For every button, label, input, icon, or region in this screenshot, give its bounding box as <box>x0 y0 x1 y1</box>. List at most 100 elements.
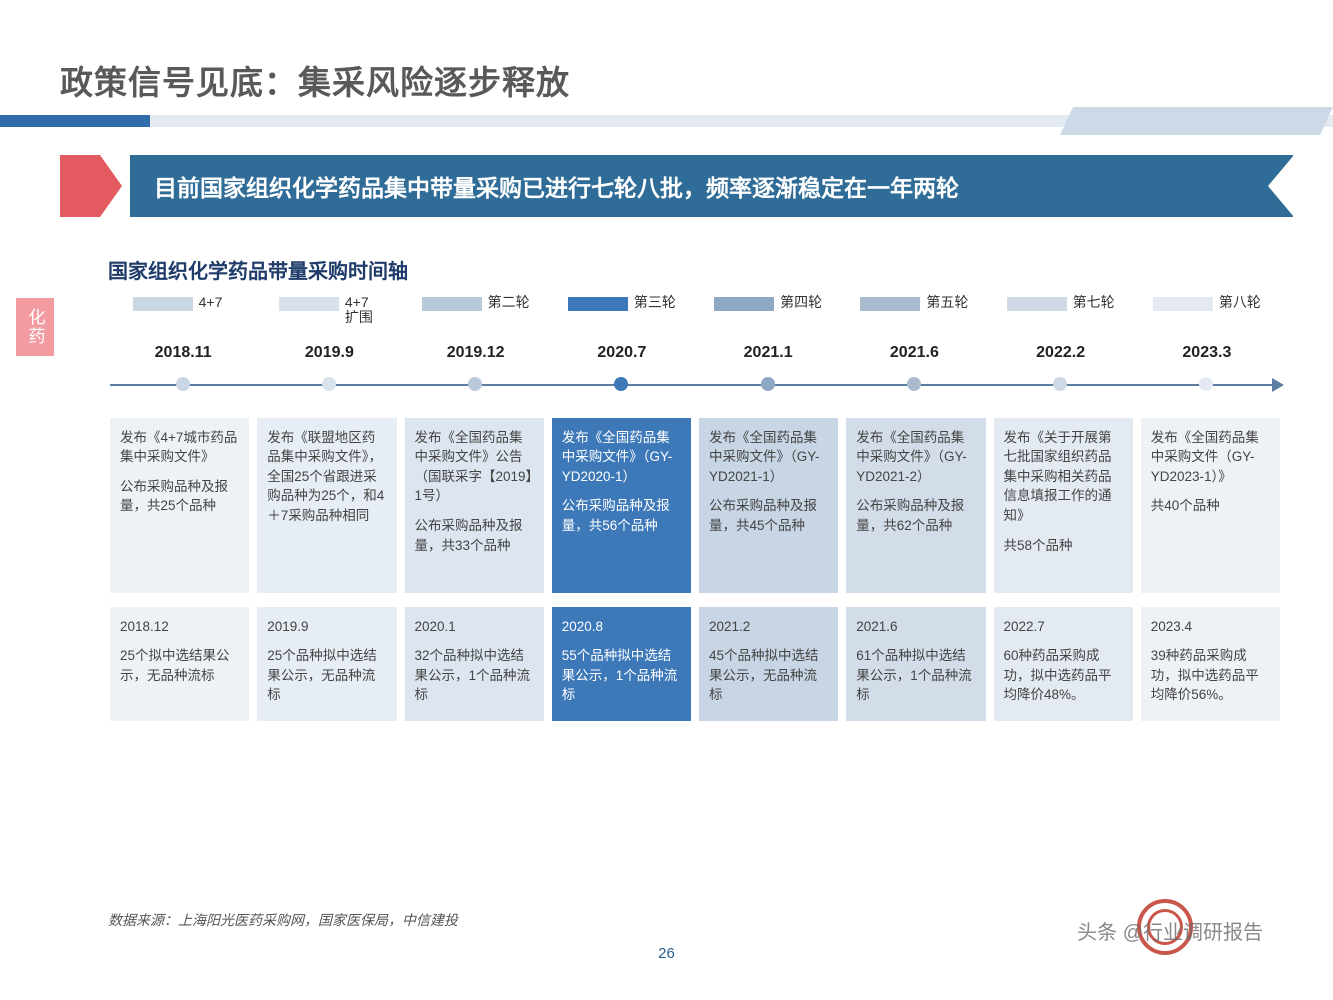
legend-item: 第三轮 <box>549 295 695 326</box>
card-text: 公布采购品种及报量，共25个品种 <box>120 477 239 516</box>
timeline-subcard: 2020.8 55个品种拟中选结果公示，1个品种流标 <box>552 607 691 721</box>
axis-dot <box>468 377 482 391</box>
axis-line <box>110 384 1280 386</box>
legend-item: 第八轮 <box>1134 295 1280 326</box>
legend-label: 4+7 扩围 <box>345 295 380 326</box>
card-text: 发布《全国药品集中采购文件》公告（国联采字【2019】1号） <box>415 428 534 506</box>
ribbon: 目前国家组织化学药品集中带量采购已进行七轮八批，频率逐渐稳定在一年两轮 <box>60 155 1293 217</box>
timeline: 4+74+7 扩围第二轮第三轮第四轮第五轮第七轮第八轮 2018.112019.… <box>110 295 1280 721</box>
page-title: 政策信号见底：集采风险逐步释放 <box>60 56 570 104</box>
legend-item: 4+7 扩围 <box>256 295 402 326</box>
legend-label: 第四轮 <box>780 295 822 310</box>
subcard-date: 2019.9 <box>267 617 386 637</box>
watermark: 头条 @行业调研报告 <box>1077 916 1263 945</box>
legend-swatch <box>133 297 193 311</box>
legend-label: 第七轮 <box>1073 295 1115 310</box>
card-text: 发布《联盟地区药品集中采购文件》，全国25个省跟进采购品种为25个，和4＋7采购… <box>267 428 386 526</box>
section-heading: 国家组织化学药品带量采购时间轴 <box>108 255 408 284</box>
legend-swatch <box>1153 297 1213 311</box>
title-underline <box>0 115 1333 127</box>
axis-dot <box>176 377 190 391</box>
card-text: 发布《4+7城市药品集中采购文件》 <box>120 428 239 467</box>
subcard-text: 61个品种拟中选结果公示，1个品种流标 <box>856 646 975 705</box>
timeline-date: 2019.9 <box>256 344 402 362</box>
timeline-card: 发布《4+7城市药品集中采购文件》公布采购品种及报量，共25个品种 <box>110 418 249 593</box>
ribbon-text: 目前国家组织化学药品集中带量采购已进行七轮八批，频率逐渐稳定在一年两轮 <box>130 155 1293 217</box>
timeline-subcard: 2021.245个品种拟中选结果公示，无品种流标 <box>699 607 838 721</box>
legend-item: 第四轮 <box>695 295 841 326</box>
legend-swatch <box>568 297 628 311</box>
timeline-date: 2021.6 <box>841 344 987 362</box>
timeline-card: 发布《联盟地区药品集中采购文件》，全国25个省跟进采购品种为25个，和4＋7采购… <box>257 418 396 593</box>
axis-dot <box>322 377 336 391</box>
card-text: 公布采购品种及报量，共33个品种 <box>415 516 534 555</box>
legend-swatch <box>422 297 482 311</box>
timeline-card: 发布《全国药品集中采购文件》公告（国联采字【2019】1号） 公布采购品种及报量，… <box>405 418 544 593</box>
legend-item: 4+7 <box>110 295 256 326</box>
subcard-date: 2018.12 <box>120 617 239 637</box>
timeline-subcard: 2020.1 32个品种拟中选结果公示，1个品种流标 <box>405 607 544 721</box>
subcard-text: 60种药品采购成功，拟中选药品平均降价48%。 <box>1004 646 1123 705</box>
card-text: 发布《全国药品集中采购文件（GY-YD2023-1）》 <box>1151 428 1270 487</box>
subcard-text: 55个品种拟中选结果公示，1个品种流标 <box>562 646 681 705</box>
card-text: 公布采购品种及报量，共56个品种 <box>562 496 681 535</box>
subcard-date: 2022.7 <box>1004 617 1123 637</box>
axis-arrow-icon <box>1272 378 1284 392</box>
card-text: 发布《全国药品集中采购文件》（GY-YD2021-2） <box>856 428 975 487</box>
dates-row: 2018.112019.92019.122020.72021.12021.620… <box>110 344 1280 362</box>
card-text: 共40个品种 <box>1151 496 1270 516</box>
legend-label: 第五轮 <box>926 295 968 310</box>
timeline-card: 发布《全国药品集中采购文件（GY-YD2023-1）》共40个品种 <box>1141 418 1280 593</box>
timeline-card: 发布《全国药品集中采购文件》（GY-YD2020-1） 公布采购品种及报量，共56… <box>552 418 691 593</box>
timeline-subcard: 2023.4 39种药品采购成功，拟中选药品平均降价56%。 <box>1141 607 1280 721</box>
timeline-card: 发布《全国药品集中采购文件》（GY-YD2021-2） 公布采购品种及报量，共62… <box>846 418 985 593</box>
legend-swatch <box>279 297 339 311</box>
legend-swatch <box>1007 297 1067 311</box>
subcard-text: 32个品种拟中选结果公示，1个品种流标 <box>415 646 534 705</box>
legend-label: 4+7 <box>199 295 234 310</box>
side-tag: 化药 <box>16 298 54 356</box>
timeline-date: 2019.12 <box>403 344 549 362</box>
card-text: 发布《关于开展第七批国家组织药品集中采购相关药品信息填报工作的通知》 <box>1004 428 1123 526</box>
legend-item: 第七轮 <box>988 295 1134 326</box>
footer-source: 数据来源：上海阳光医药采购网，国家医保局，中信建投 <box>108 910 458 930</box>
axis-dot <box>907 377 921 391</box>
cards-bottom-row: 2018.12 25个拟中选结果公示，无品种流标 2019.9 25个品种拟中选结果公… <box>110 607 1280 721</box>
axis-dot <box>761 377 775 391</box>
subcard-date: 2020.1 <box>415 617 534 637</box>
subcard-text: 25个品种拟中选结果公示，无品种流标 <box>267 646 386 705</box>
axis-dot <box>1199 377 1213 391</box>
page-number: 26 <box>658 945 675 962</box>
timeline-date: 2023.3 <box>1134 344 1280 362</box>
timeline-subcard: 2022.7 60种药品采购成功，拟中选药品平均降价48%。 <box>994 607 1133 721</box>
timeline-subcard: 2019.9 25个品种拟中选结果公示，无品种流标 <box>257 607 396 721</box>
card-text: 发布《全国药品集中采购文件》（GY-YD2020-1） <box>562 428 681 487</box>
legend-row: 4+7 4+7 扩围第二轮 第三轮 第四轮 第五轮 第七轮 第八轮 <box>110 295 1280 326</box>
card-text: 共58个品种 <box>1004 536 1123 556</box>
timeline-subcard: 2021.661个品种拟中选结果公示，1个品种流标 <box>846 607 985 721</box>
legend-item: 第五轮 <box>841 295 987 326</box>
timeline-date: 2021.1 <box>695 344 841 362</box>
timeline-card: 发布《全国药品集中采购文件》（GY-YD2021-1） 公布采购品种及报量，共45… <box>699 418 838 593</box>
legend-label: 第三轮 <box>634 295 676 310</box>
legend-swatch <box>860 297 920 311</box>
card-text: 公布采购品种及报量，共45个品种 <box>709 496 828 535</box>
axis-dot <box>1053 377 1067 391</box>
timeline-date: 2018.11 <box>110 344 256 362</box>
cards-top-row: 发布《4+7城市药品集中采购文件》公布采购品种及报量，共25个品种发布《联盟地区… <box>110 418 1280 593</box>
subcard-date: 2023.4 <box>1151 617 1270 637</box>
timeline-subcard: 2018.12 25个拟中选结果公示，无品种流标 <box>110 607 249 721</box>
subcard-text: 39种药品采购成功，拟中选药品平均降价56%。 <box>1151 646 1270 705</box>
timeline-date: 2020.7 <box>549 344 695 362</box>
card-text: 发布《全国药品集中采购文件》（GY-YD2021-1） <box>709 428 828 487</box>
axis-dot <box>614 377 628 391</box>
legend-label: 第八轮 <box>1219 295 1261 310</box>
subcard-text: 25个拟中选结果公示，无品种流标 <box>120 646 239 685</box>
ribbon-arrow-icon <box>60 155 130 217</box>
timeline-date: 2022.2 <box>988 344 1134 362</box>
subcard-date: 2020.8 <box>562 617 681 637</box>
legend-item: 第二轮 <box>403 295 549 326</box>
timeline-axis <box>110 370 1280 400</box>
card-text: 公布采购品种及报量，共62个品种 <box>856 496 975 535</box>
timeline-card: 发布《关于开展第七批国家组织药品集中采购相关药品信息填报工作的通知》共58个品种 <box>994 418 1133 593</box>
